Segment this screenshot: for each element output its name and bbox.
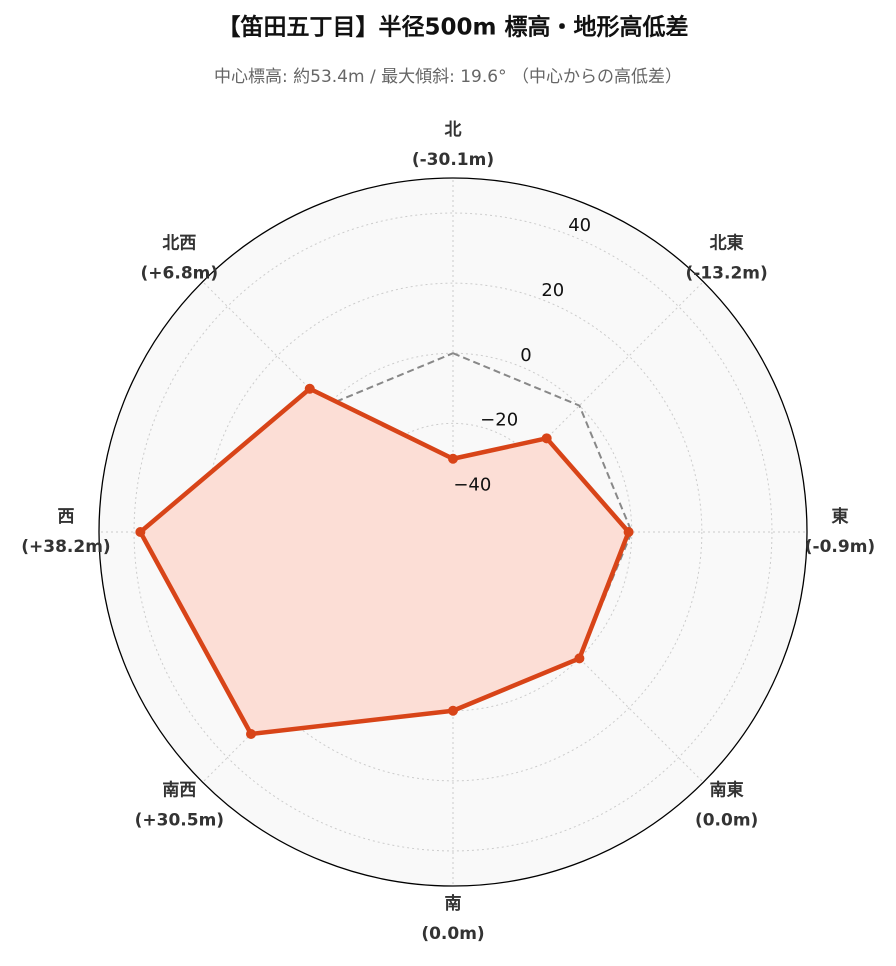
- reference-line: [273, 352, 633, 712]
- chart-title: 【笛田五丁目】半径500m 標高・地形高低差: [218, 14, 689, 41]
- data-point: [574, 653, 585, 664]
- data-point: [135, 527, 146, 537]
- category-label: 北: [445, 120, 462, 140]
- grid-circle: [133, 212, 773, 852]
- y-tick-label: −40: [453, 474, 491, 495]
- value-label: (+38.2m): [21, 537, 110, 557]
- y-tick-label: 40: [568, 215, 591, 236]
- data-point: [541, 433, 552, 444]
- data-point: [623, 527, 634, 537]
- value-label: (+30.5m): [135, 811, 224, 831]
- value-label: (+6.8m): [141, 263, 219, 283]
- y-tick-label: −20: [480, 410, 518, 431]
- value-label: (-30.1m): [412, 150, 494, 170]
- category-label: 北東: [710, 232, 744, 253]
- chart-subtitle: 中心標高: 約53.4m / 最大傾斜: 19.6° （中心からの高低差）: [214, 67, 682, 87]
- category-label: 南西: [162, 780, 196, 801]
- plot-border: [98, 177, 808, 887]
- y-tick-label: 0: [520, 345, 531, 366]
- spoke: [452, 281, 704, 533]
- category-label: 南東: [710, 780, 744, 801]
- data-point: [448, 705, 458, 716]
- category-label: 北西: [162, 233, 196, 253]
- data-point: [304, 383, 315, 394]
- value-label: (0.0m): [421, 924, 484, 944]
- category-label: 西: [58, 507, 75, 527]
- value-label: (-0.9m): [805, 537, 875, 557]
- category-label: 南: [445, 893, 462, 914]
- value-label: (-13.2m): [686, 263, 768, 283]
- data-point: [246, 728, 257, 739]
- y-tick-label: 20: [541, 280, 564, 301]
- data-point: [448, 453, 458, 464]
- category-label: 東: [832, 506, 849, 527]
- value-label: (0.0m): [695, 811, 758, 831]
